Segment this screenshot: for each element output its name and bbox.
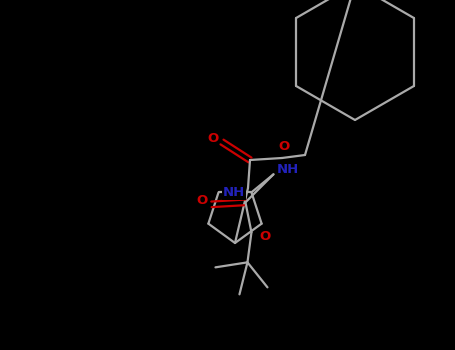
Text: O: O [207, 133, 218, 146]
Text: O: O [197, 194, 208, 207]
Text: O: O [260, 230, 271, 243]
Text: NH: NH [223, 187, 245, 199]
Text: NH: NH [276, 163, 298, 176]
Text: O: O [278, 140, 290, 153]
